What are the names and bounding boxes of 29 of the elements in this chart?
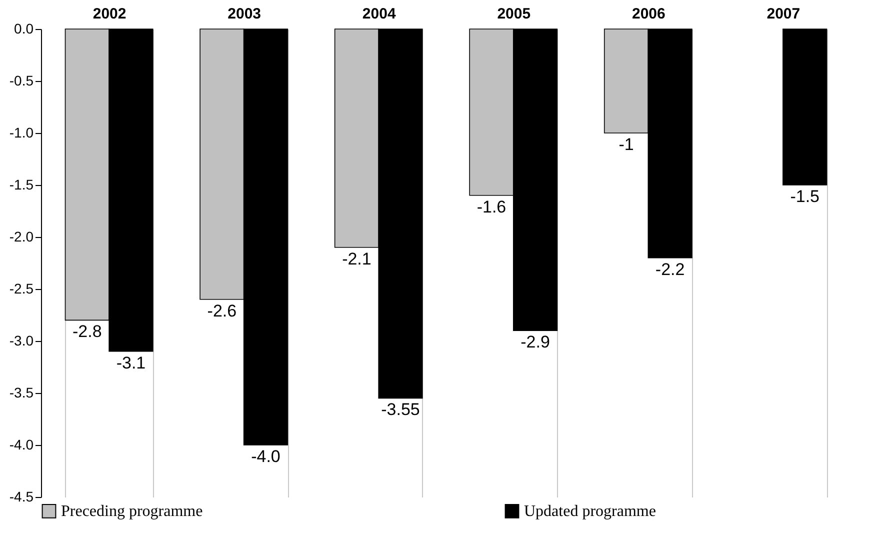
y-tick-label: -0.5 xyxy=(9,72,34,88)
y-tick-label: -4.0 xyxy=(9,436,34,452)
x-tick-label: 2006 xyxy=(632,6,666,22)
data-label: -1.6 xyxy=(476,197,506,216)
data-label: -2.9 xyxy=(520,332,550,352)
data-label: -2.2 xyxy=(655,260,685,279)
y-tick-label: -1.5 xyxy=(9,176,34,192)
x-tick-label: 2004 xyxy=(362,6,396,22)
data-label: -2.6 xyxy=(207,301,237,320)
data-label: -3.55 xyxy=(381,400,420,420)
x-tick-label: 2003 xyxy=(228,6,262,22)
legend-label: Updated programme xyxy=(524,503,656,520)
data-label: -1 xyxy=(618,135,634,154)
data-label: -4.0 xyxy=(251,447,280,466)
y-tick-label: -2.5 xyxy=(9,280,34,296)
y-tick-label: -3.5 xyxy=(9,384,34,400)
y-tick-label: -1.0 xyxy=(9,124,34,140)
data-label: -2.8 xyxy=(72,322,102,342)
data-label: -2.1 xyxy=(342,249,372,268)
y-tick-label: -4.5 xyxy=(9,488,34,504)
y-tick-label: -3.0 xyxy=(9,332,34,348)
x-tick-label: 2005 xyxy=(497,6,531,22)
x-tick-label: 2002 xyxy=(92,6,126,22)
y-tick-label: -2.0 xyxy=(9,228,34,244)
data-label: -3.1 xyxy=(116,353,146,372)
legend-label: Preceding programme xyxy=(61,503,203,520)
y-tick-label: 0.0 xyxy=(14,20,34,36)
x-tick-label: 2007 xyxy=(766,6,800,22)
data-label: -1.5 xyxy=(790,187,820,206)
